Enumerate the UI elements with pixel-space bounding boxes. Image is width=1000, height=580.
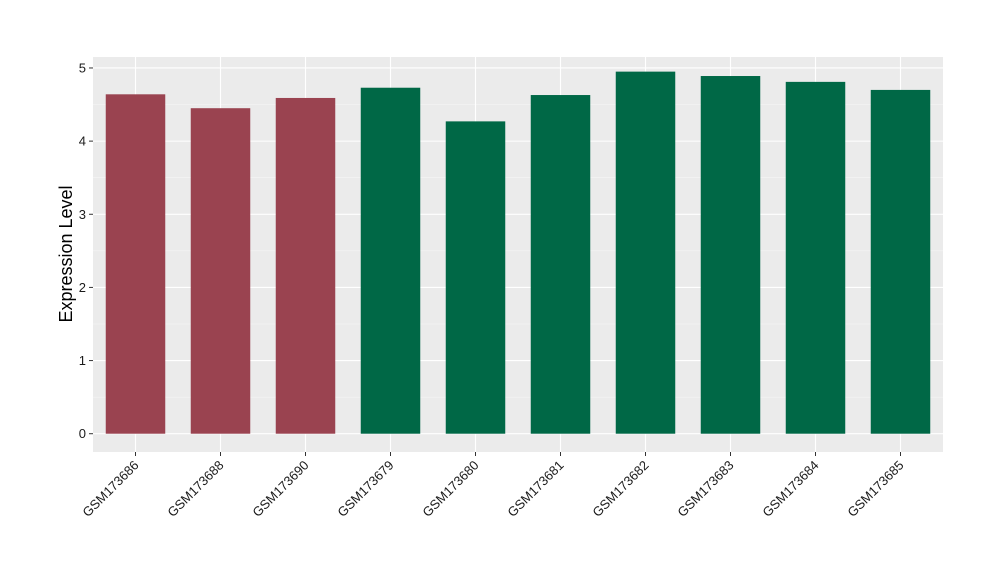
bar-GSM173684 xyxy=(785,81,846,434)
x-tick-label: GSM173684 xyxy=(759,458,821,520)
y-tick-label: 4 xyxy=(79,134,86,149)
x-tick-label: GSM173680 xyxy=(419,458,481,520)
x-tick-label: GSM173688 xyxy=(164,458,226,520)
y-tick-label: 1 xyxy=(79,353,86,368)
bar-GSM173685 xyxy=(870,89,931,434)
x-tick-label: GSM173681 xyxy=(504,458,566,520)
bar-GSM173681 xyxy=(530,95,591,434)
bar-GSM173688 xyxy=(190,108,251,434)
x-tick-label: GSM173682 xyxy=(589,458,651,520)
y-axis: 0 1 2 3 4 5 xyxy=(79,60,93,441)
x-tick-label: GSM173683 xyxy=(674,458,736,520)
x-tick-label: GSM173686 xyxy=(79,458,141,520)
bar-GSM173690 xyxy=(275,97,336,434)
x-tick-label: GSM173679 xyxy=(334,458,396,520)
x-tick-label: GSM173690 xyxy=(249,458,311,520)
bar-GSM173682 xyxy=(615,71,676,434)
x-axis: GSM173686 GSM173688 GSM173690 GSM173679 GSM1… xyxy=(79,452,907,520)
y-tick-label: 3 xyxy=(79,207,86,222)
y-tick-label: 0 xyxy=(79,426,86,441)
y-axis-title: Expression Level xyxy=(56,185,76,322)
bar-GSM173683 xyxy=(700,76,761,434)
x-tick-label: GSM173685 xyxy=(844,458,906,520)
bar-GSM173680 xyxy=(445,121,506,434)
y-tick-label: 2 xyxy=(79,280,86,295)
y-tick-label: 5 xyxy=(79,60,86,75)
bars xyxy=(105,71,931,434)
bar-GSM173686 xyxy=(105,94,166,434)
bar-GSM173679 xyxy=(360,87,421,434)
